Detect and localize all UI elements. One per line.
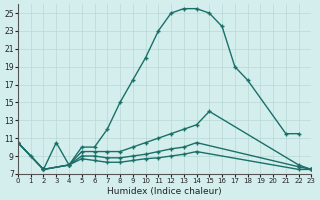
X-axis label: Humidex (Indice chaleur): Humidex (Indice chaleur) [108, 187, 222, 196]
